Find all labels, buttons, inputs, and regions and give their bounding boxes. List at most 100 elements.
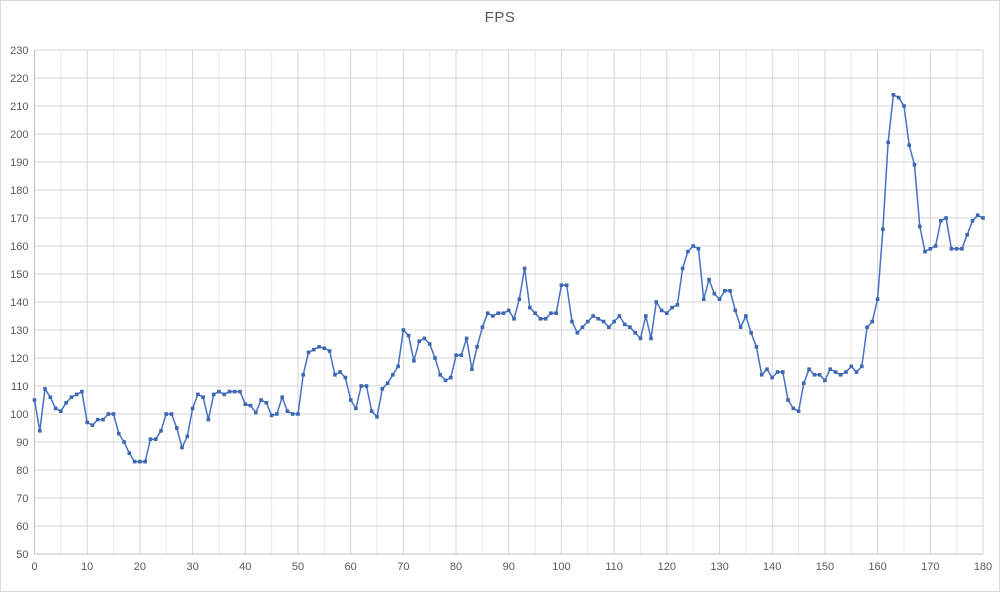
data-point-marker <box>454 353 458 357</box>
data-point-marker <box>817 373 822 377</box>
data-point-marker <box>975 213 980 217</box>
data-point-marker <box>638 336 643 341</box>
data-point-marker <box>649 336 653 341</box>
data-point-marker <box>433 356 437 360</box>
data-point-marker <box>132 459 137 464</box>
data-point-marker <box>770 375 774 380</box>
data-point-marker <box>264 401 269 405</box>
data-point-marker <box>396 364 400 369</box>
data-point-marker <box>981 216 985 220</box>
data-point-marker <box>759 373 764 377</box>
data-point-marker <box>190 406 195 411</box>
data-point-marker <box>317 345 321 349</box>
data-point-marker <box>949 247 954 251</box>
data-point-marker <box>101 417 105 422</box>
data-point-marker <box>838 373 843 377</box>
data-point-marker <box>211 392 216 397</box>
data-point-marker <box>43 387 47 391</box>
data-point-marker <box>438 373 442 377</box>
y-tick-label: 190 <box>10 157 28 169</box>
data-point-marker <box>896 95 901 100</box>
data-point-marker <box>470 367 474 371</box>
data-point-marker <box>622 322 627 327</box>
data-point-marker <box>496 311 500 315</box>
data-point-marker <box>844 370 848 374</box>
x-tick-label: 90 <box>503 561 515 573</box>
x-tick-label: 130 <box>710 561 728 573</box>
data-point-marker <box>775 370 780 374</box>
data-point-marker <box>807 367 811 371</box>
data-point-marker <box>612 319 616 324</box>
data-point-marker <box>138 459 142 464</box>
data-point-marker <box>117 431 121 436</box>
data-point-marker <box>928 247 933 251</box>
data-point-marker <box>59 409 63 413</box>
data-point-marker <box>907 143 911 147</box>
data-point-marker <box>53 406 58 411</box>
data-point-marker <box>64 401 68 405</box>
data-point-marker <box>933 244 938 248</box>
data-point-marker <box>312 347 316 352</box>
data-point-marker <box>280 395 284 399</box>
data-point-marker <box>881 227 885 231</box>
x-tick-label: 50 <box>292 561 304 573</box>
data-point-marker <box>575 331 580 335</box>
x-tick-label: 180 <box>974 561 992 573</box>
data-point-marker <box>301 373 305 377</box>
data-point-marker <box>127 451 132 455</box>
data-point-marker <box>875 297 880 301</box>
data-point-marker <box>680 266 685 271</box>
data-point-marker <box>802 381 806 385</box>
x-tick-label: 80 <box>450 561 462 573</box>
data-point-marker <box>512 317 516 321</box>
data-point-marker <box>201 395 205 399</box>
data-point-marker <box>354 406 358 411</box>
y-tick-label: 220 <box>10 73 28 85</box>
data-point-marker <box>459 353 464 357</box>
data-point-marker <box>765 367 769 371</box>
data-point-marker <box>865 325 869 329</box>
y-tick-label: 160 <box>10 241 28 253</box>
y-tick-label: 80 <box>16 465 28 477</box>
data-point-marker <box>549 311 553 315</box>
data-point-marker <box>164 412 168 416</box>
x-tick-label: 160 <box>868 561 886 573</box>
x-tick-label: 170 <box>921 561 939 573</box>
data-point-marker <box>38 429 42 433</box>
y-tick-label: 210 <box>10 101 28 113</box>
data-point-marker <box>559 283 564 287</box>
data-point-marker <box>965 233 969 237</box>
data-point-marker <box>738 325 743 329</box>
data-point-marker <box>891 93 896 97</box>
data-point-marker <box>406 333 411 338</box>
data-point-marker <box>464 336 469 341</box>
data-point-marker <box>754 345 759 349</box>
data-point-marker <box>506 308 511 313</box>
data-point-marker <box>886 140 890 145</box>
x-tick-label: 100 <box>552 561 570 573</box>
data-point-marker <box>48 395 53 399</box>
data-point-marker <box>159 429 163 433</box>
x-tick-label: 150 <box>816 561 834 573</box>
data-point-marker <box>902 104 906 108</box>
data-point-marker <box>712 291 717 296</box>
data-point-marker <box>939 219 943 223</box>
data-point-marker <box>564 283 569 287</box>
y-tick-label: 90 <box>16 437 28 449</box>
data-point-marker <box>333 373 337 377</box>
data-point-marker <box>153 437 158 441</box>
data-point-marker <box>517 297 522 301</box>
data-point-marker <box>707 277 711 282</box>
data-point-marker <box>796 409 801 413</box>
data-point-marker <box>580 325 585 329</box>
x-tick-label: 30 <box>186 561 198 573</box>
data-point-marker <box>348 398 353 402</box>
data-point-marker <box>696 247 701 251</box>
data-point-marker <box>480 325 485 329</box>
data-point-marker <box>248 403 253 408</box>
data-point-marker <box>412 359 416 363</box>
data-point-marker <box>701 297 706 301</box>
data-point-marker <box>628 325 632 329</box>
data-point-marker <box>918 224 922 229</box>
